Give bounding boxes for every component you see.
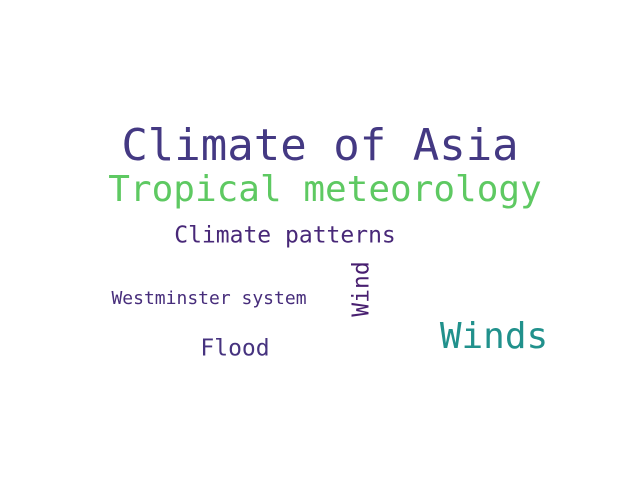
word-climate-of-asia: Climate of Asia: [121, 120, 519, 171]
word-tropical-meteorology: Tropical meteorology: [108, 169, 542, 210]
word-wind: Wind: [348, 261, 375, 317]
word-flood: Flood: [200, 335, 270, 362]
word-climate-patterns: Climate patterns: [174, 222, 396, 249]
word-winds: Winds: [439, 316, 549, 357]
word-westminster-system: Westminster system: [111, 288, 307, 309]
